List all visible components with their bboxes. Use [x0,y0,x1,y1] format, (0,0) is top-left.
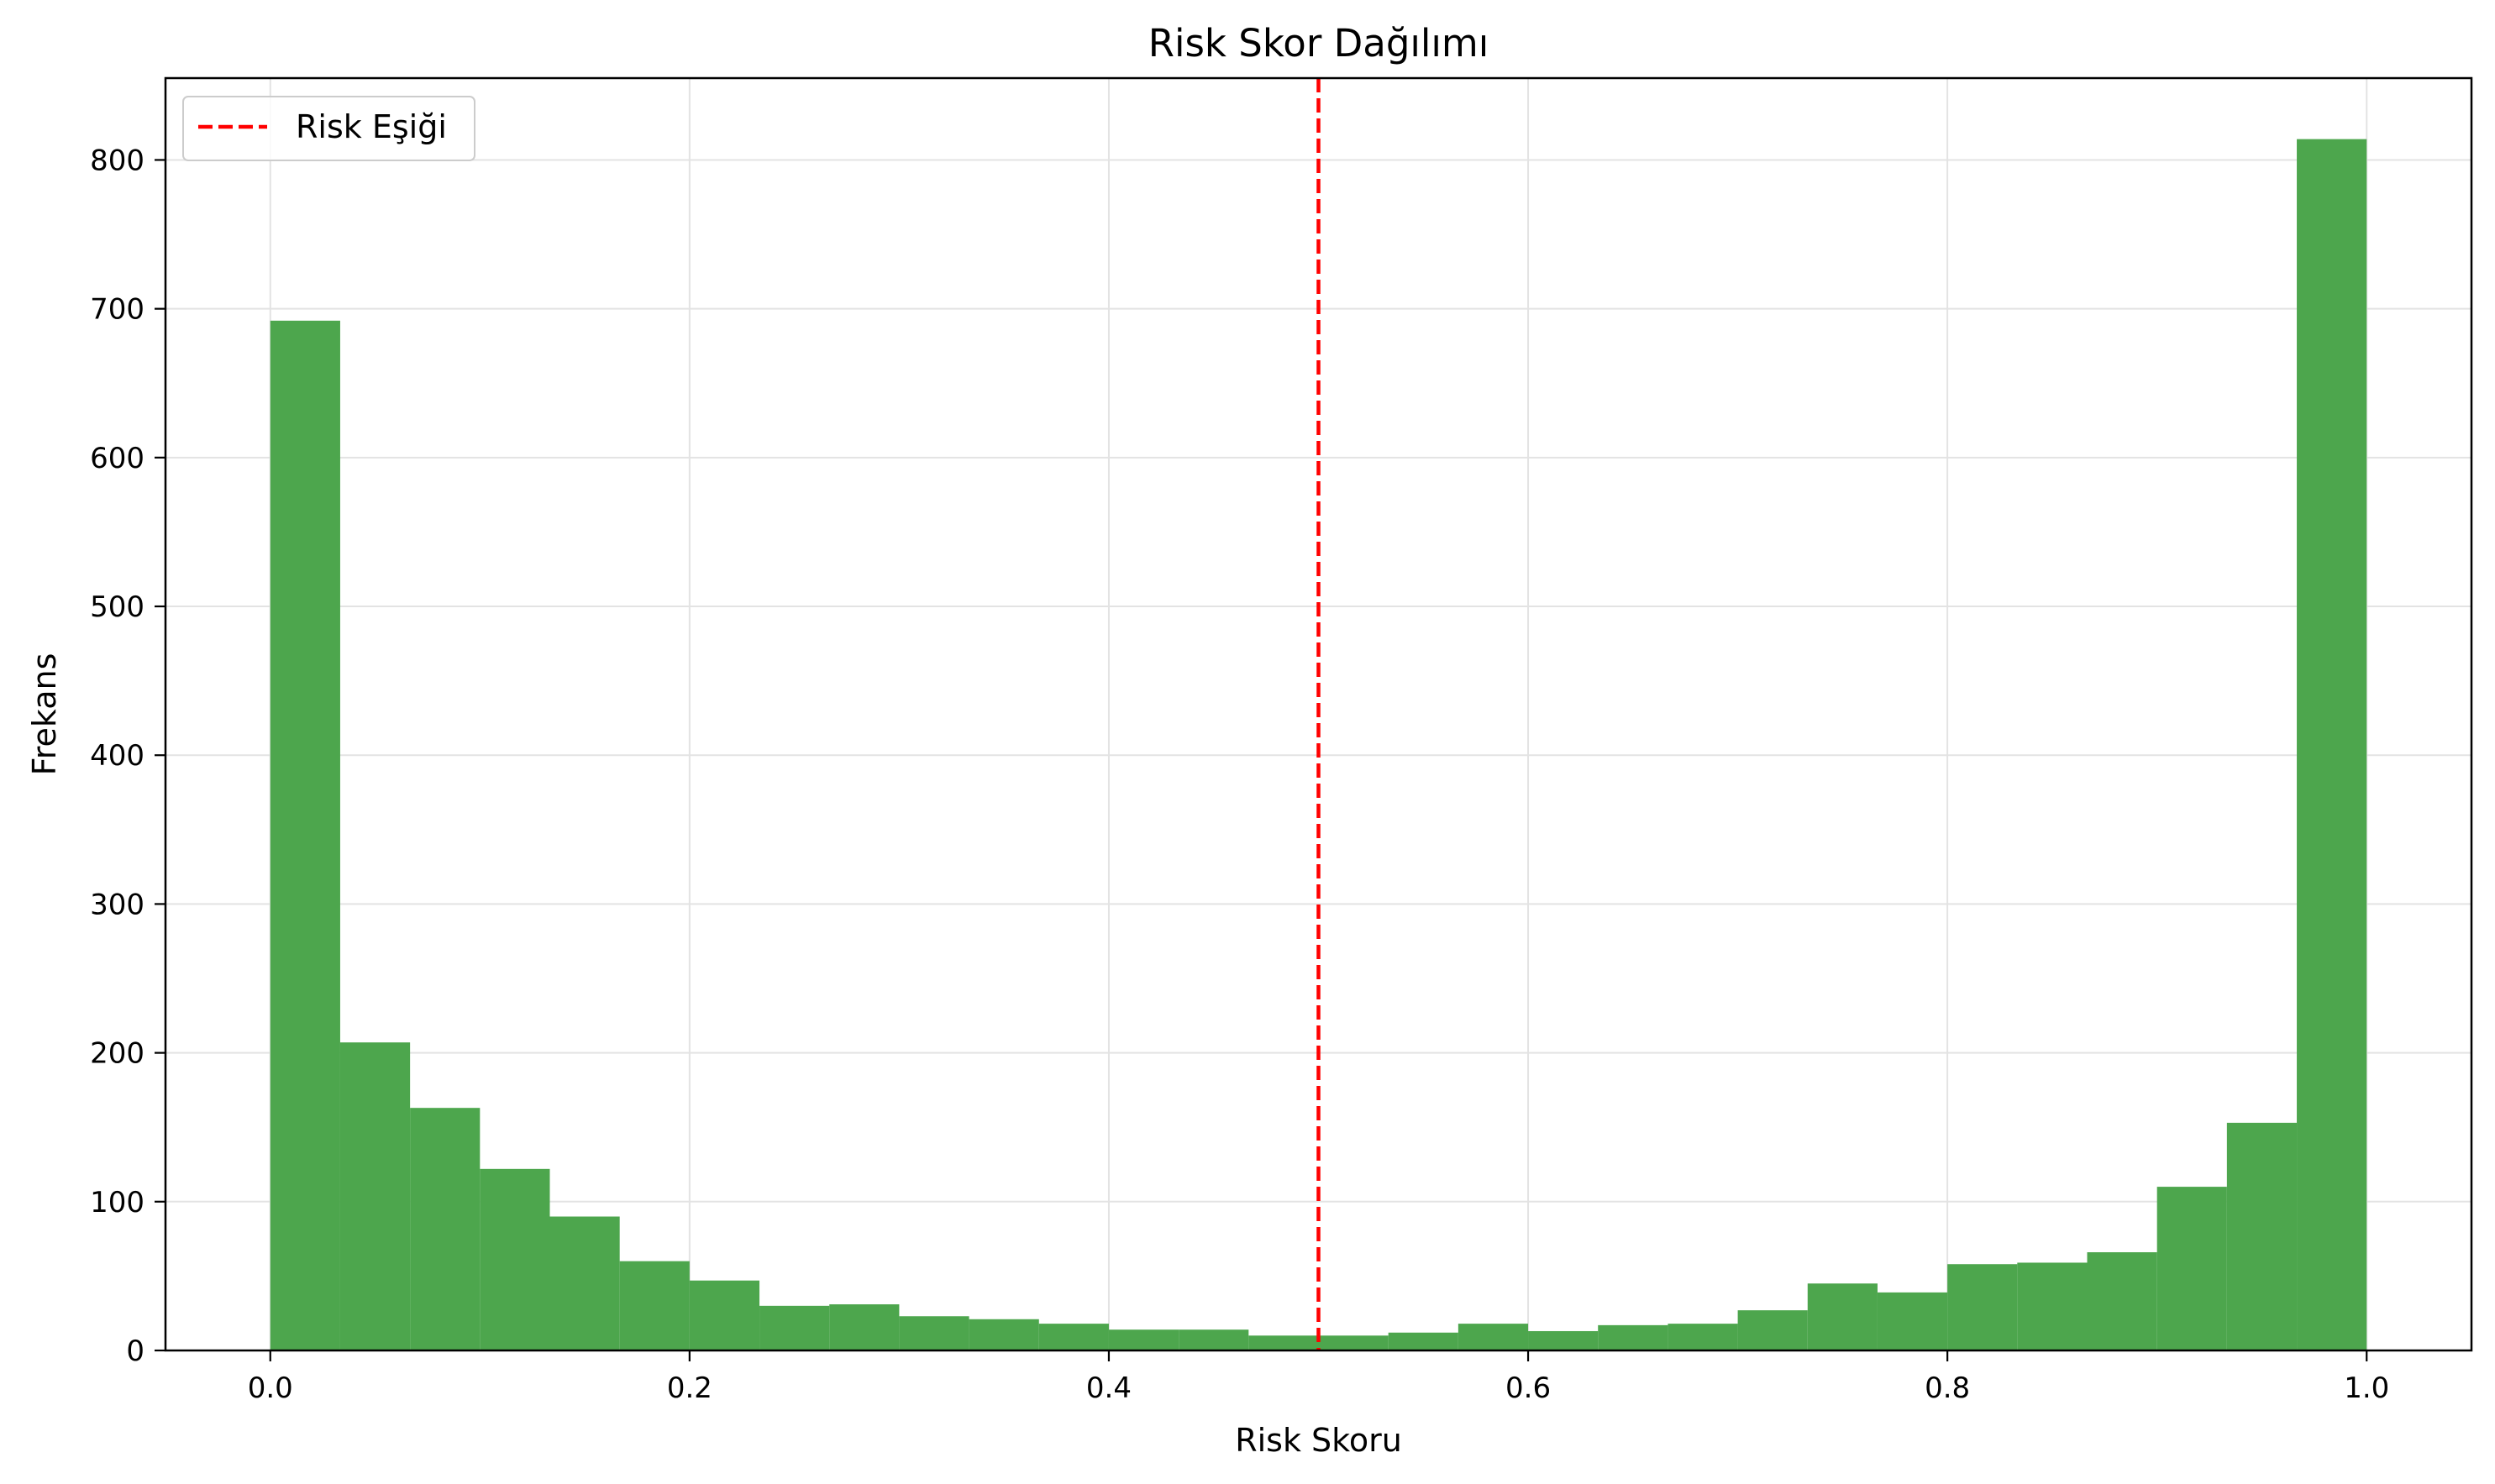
y-tick-label: 500 [90,590,144,624]
histogram-bar [339,1042,411,1350]
x-tick-label: 0.2 [667,1371,712,1405]
y-axis-label: Frekans [26,653,63,776]
x-axis-ticks: 0.0 0.2 0.4 0.6 0.8 1.0 [248,1350,2389,1405]
legend: Risk Eşiği [182,96,475,161]
chart-title: Risk Skor Dağılımı [1148,21,1489,66]
histogram-bar [2156,1187,2227,1350]
histogram-bar [1179,1329,1249,1350]
y-tick-label: 400 [90,739,144,773]
legend-label-threshold: Risk Eşiği [296,108,447,145]
x-tick-label: 0.0 [248,1371,293,1405]
histogram-bar [1807,1283,1878,1350]
histogram-bar [899,1316,969,1350]
histogram-bar [1388,1332,1458,1350]
y-tick-label: 100 [90,1186,144,1219]
legend-box [182,96,475,161]
histogram-bar [759,1305,830,1350]
y-tick-label: 800 [90,144,144,177]
histogram-bar [1038,1324,1109,1350]
histogram-bar [2297,139,2367,1350]
histogram-bar [1528,1330,1599,1350]
histogram-bar [689,1280,760,1350]
histogram-bar [480,1168,550,1350]
histogram-bar [969,1319,1039,1350]
y-axis-ticks: 0 100 200 300 400 500 600 700 800 [90,144,165,1368]
histogram-bar [1668,1324,1738,1350]
histogram-bar [829,1304,900,1350]
histogram-bar [1737,1310,1808,1350]
histogram-bar [270,320,340,1350]
histogram-bar [2017,1262,2088,1350]
y-tick-label: 700 [90,293,144,327]
x-tick-label: 1.0 [2344,1371,2389,1405]
histogram-bar [619,1261,690,1350]
plot-frame [164,76,2473,1352]
histogram-bar [1598,1324,1668,1350]
histogram-bars [270,139,2367,1350]
histogram-bar [1108,1329,1179,1350]
histogram-bar [2087,1252,2157,1350]
histogram-bar [1318,1335,1389,1350]
x-axis-label: Risk Skoru [1235,1422,1402,1459]
histogram-bar [2226,1122,2298,1350]
x-tick-label: 0.6 [1505,1371,1551,1405]
histogram-bar [410,1108,481,1350]
histogram-bar [549,1216,620,1350]
y-tick-label: 300 [90,888,144,921]
histogram-bar [1458,1324,1529,1350]
histogram-bar [1248,1335,1319,1350]
y-tick-label: 0 [126,1335,144,1368]
histogram-bar [1947,1264,2018,1350]
y-tick-label: 200 [90,1037,144,1071]
y-tick-label: 600 [90,442,144,475]
x-tick-label: 0.4 [1086,1371,1132,1405]
x-tick-label: 0.8 [1925,1371,1970,1405]
histogram-bar [1877,1292,1948,1350]
